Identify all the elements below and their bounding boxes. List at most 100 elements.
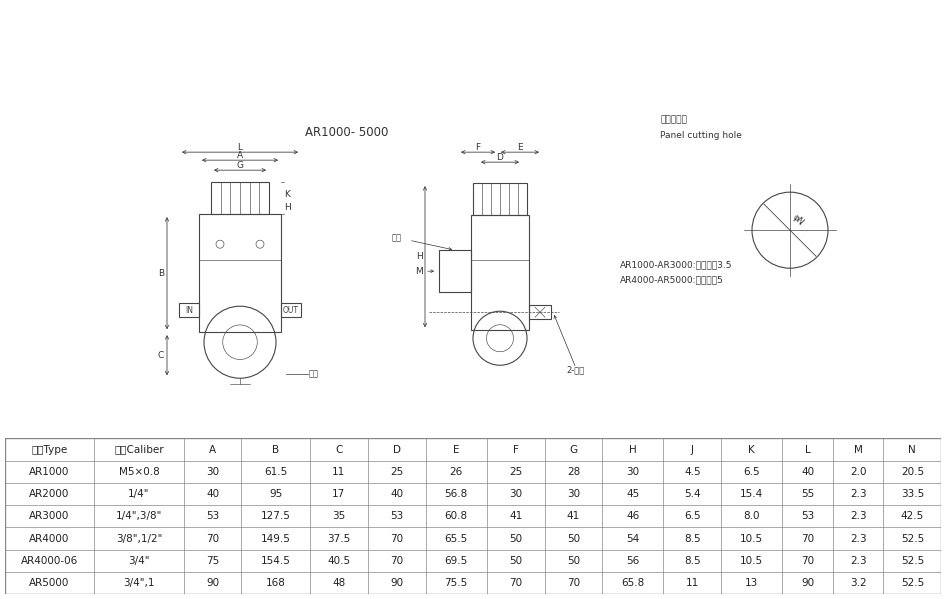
Text: 15.4: 15.4 <box>740 489 763 499</box>
Text: 4.5: 4.5 <box>684 467 701 477</box>
Text: 53: 53 <box>206 512 219 521</box>
Text: 65.8: 65.8 <box>622 578 644 588</box>
Text: 55: 55 <box>801 489 815 499</box>
Text: 3.2: 3.2 <box>850 578 867 588</box>
Text: 61.5: 61.5 <box>264 467 288 477</box>
Text: AR3000: AR3000 <box>29 512 70 521</box>
Text: 50: 50 <box>509 556 522 566</box>
Text: C: C <box>335 444 342 455</box>
Text: C: C <box>158 351 164 360</box>
Text: AR4000: AR4000 <box>29 534 70 543</box>
Text: 10.5: 10.5 <box>741 556 763 566</box>
Text: 28: 28 <box>567 467 580 477</box>
Text: M: M <box>415 267 423 276</box>
Text: 11: 11 <box>686 578 699 588</box>
Text: 70: 70 <box>801 534 815 543</box>
Bar <box>471 215 529 330</box>
Text: 37.5: 37.5 <box>327 534 350 543</box>
Bar <box>281 303 301 317</box>
Text: 表口: 表口 <box>309 370 319 379</box>
Text: 52.5: 52.5 <box>901 578 924 588</box>
Text: N: N <box>908 444 917 455</box>
Text: 20.5: 20.5 <box>901 467 924 477</box>
Text: 8.0: 8.0 <box>744 512 760 521</box>
Text: 70: 70 <box>390 534 403 543</box>
Text: φN: φN <box>791 213 805 228</box>
Text: M: M <box>853 444 863 455</box>
Bar <box>211 182 269 214</box>
Text: 69.5: 69.5 <box>445 556 467 566</box>
Text: 面板切削孔: 面板切削孔 <box>660 116 687 125</box>
Text: 52.5: 52.5 <box>901 534 924 543</box>
Text: G: G <box>236 161 243 170</box>
Text: 60.8: 60.8 <box>445 512 467 521</box>
Text: 口径Caliber: 口径Caliber <box>114 444 164 455</box>
Text: 50: 50 <box>509 534 522 543</box>
Text: 1/4",3/8": 1/4",3/8" <box>115 512 162 521</box>
Text: H: H <box>284 203 290 212</box>
Text: 2-口径: 2-口径 <box>566 366 585 375</box>
Text: 2.3: 2.3 <box>850 489 867 499</box>
Text: 48: 48 <box>332 578 345 588</box>
Text: 53: 53 <box>390 512 403 521</box>
Text: 90: 90 <box>206 578 219 588</box>
Text: L: L <box>237 143 242 152</box>
Text: 33.5: 33.5 <box>901 489 924 499</box>
Text: OUT: OUT <box>283 305 299 314</box>
Text: 25: 25 <box>509 467 522 477</box>
Text: 45: 45 <box>626 489 639 499</box>
Text: 42.5: 42.5 <box>901 512 924 521</box>
Text: Panel cutting hole: Panel cutting hole <box>660 131 742 140</box>
Text: 70: 70 <box>390 556 403 566</box>
Text: 41: 41 <box>509 512 522 521</box>
Text: 90: 90 <box>390 578 403 588</box>
Bar <box>439 250 471 292</box>
Text: 2.0: 2.0 <box>850 467 867 477</box>
Text: AR4000-06: AR4000-06 <box>21 556 79 566</box>
Text: E: E <box>517 143 523 152</box>
Bar <box>199 214 281 332</box>
Text: 70: 70 <box>509 578 522 588</box>
Text: D: D <box>393 444 401 455</box>
Text: 75: 75 <box>206 556 219 566</box>
Text: 30: 30 <box>509 489 522 499</box>
Text: 2.3: 2.3 <box>850 512 867 521</box>
Text: 65.5: 65.5 <box>445 534 467 543</box>
Text: 70: 70 <box>801 556 815 566</box>
Bar <box>529 305 551 319</box>
Text: 35: 35 <box>332 512 345 521</box>
Text: 53: 53 <box>801 512 815 521</box>
Text: 8.5: 8.5 <box>684 556 701 566</box>
Text: 26: 26 <box>449 467 463 477</box>
Text: M5×0.8: M5×0.8 <box>118 467 159 477</box>
Text: 46: 46 <box>626 512 639 521</box>
Text: 56.8: 56.8 <box>445 489 467 499</box>
Text: 8.5: 8.5 <box>684 534 701 543</box>
Text: 168: 168 <box>266 578 286 588</box>
Text: 70: 70 <box>567 578 580 588</box>
Text: 6.5: 6.5 <box>744 467 761 477</box>
Text: 6.5: 6.5 <box>684 512 701 521</box>
Text: 127.5: 127.5 <box>261 512 290 521</box>
Text: AR1000- 5000: AR1000- 5000 <box>305 126 389 138</box>
Text: 75.5: 75.5 <box>445 578 467 588</box>
Text: 3/8",1/2": 3/8",1/2" <box>115 534 162 543</box>
Text: 41: 41 <box>567 512 580 521</box>
Bar <box>179 303 199 317</box>
Text: 10.5: 10.5 <box>741 534 763 543</box>
Text: AR1000: AR1000 <box>29 467 70 477</box>
Text: 3/4",1: 3/4",1 <box>123 578 154 588</box>
Text: 40: 40 <box>206 489 219 499</box>
Text: 3/4": 3/4" <box>128 556 149 566</box>
Text: A: A <box>209 444 216 455</box>
Text: 30: 30 <box>567 489 580 499</box>
Text: 54: 54 <box>626 534 639 543</box>
Text: 外形尺寸/Dimensions: 外形尺寸/Dimensions <box>11 19 178 37</box>
Text: 149.5: 149.5 <box>261 534 290 543</box>
Text: 30: 30 <box>206 467 219 477</box>
Text: 1/4": 1/4" <box>128 489 149 499</box>
Text: AR4000-AR5000:最大厚度5: AR4000-AR5000:最大厚度5 <box>620 276 724 285</box>
Text: AR5000: AR5000 <box>29 578 70 588</box>
Text: G: G <box>569 444 578 455</box>
Text: 30: 30 <box>626 467 639 477</box>
